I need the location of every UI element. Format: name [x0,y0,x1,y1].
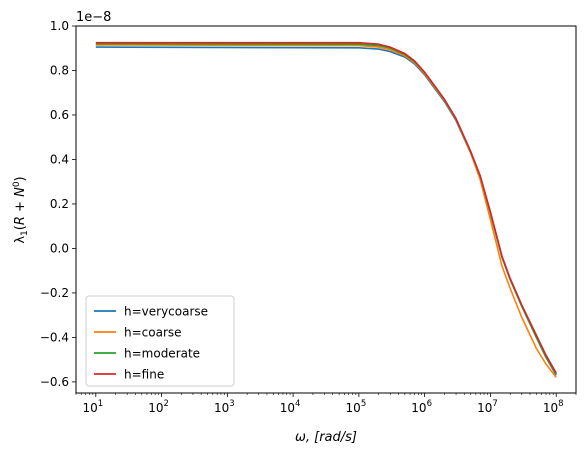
x-tick-label: 107 [477,399,498,415]
x-axis-label: ω, [rad/s] [295,430,357,445]
legend-label: h=coarse [124,326,182,340]
series-line-h=fine [95,41,557,374]
legend-box [85,295,235,387]
y-axis-label: λ1(R + N0) [12,176,30,243]
x-tick-label: 106 [411,399,432,415]
y-axis: −0.6 −0.4 −0.2 0.0 0.2 0.4 0.6 0.8 1.0 [40,19,76,389]
y-offset-text: 1e−8 [76,10,111,25]
legend-label: h=verycoarse [124,305,208,319]
legend-label: h=moderate [124,347,200,361]
x-tick-label: 108 [543,399,564,415]
plot-frame [75,25,577,394]
x-axis: 101 102 103 104 105 106 107 108 [75,393,577,415]
y-tick-label: 0.8 [50,63,69,77]
series-layer [95,41,557,378]
y-tick-label: 0.2 [50,197,69,211]
legend-label: h=fine [124,368,164,382]
x-tick-label: 102 [148,399,169,415]
y-tick-label: 1.0 [50,19,69,33]
y-tick-label: −0.6 [40,375,69,389]
x-tick-label: 101 [82,399,103,415]
y-tick-label: −0.4 [40,330,69,344]
x-tick-label: 103 [214,399,235,415]
y-tick-label: −0.2 [40,286,69,300]
y-tick-label: 0.4 [50,152,69,166]
x-tick-label: 104 [280,399,301,415]
legend: h=verycoarse h=coarse h=moderate h=fine [85,295,235,387]
y-tick-label: 0.6 [50,108,69,122]
x-tick-label: 105 [346,399,367,415]
y-tick-label: 0.0 [50,241,69,255]
